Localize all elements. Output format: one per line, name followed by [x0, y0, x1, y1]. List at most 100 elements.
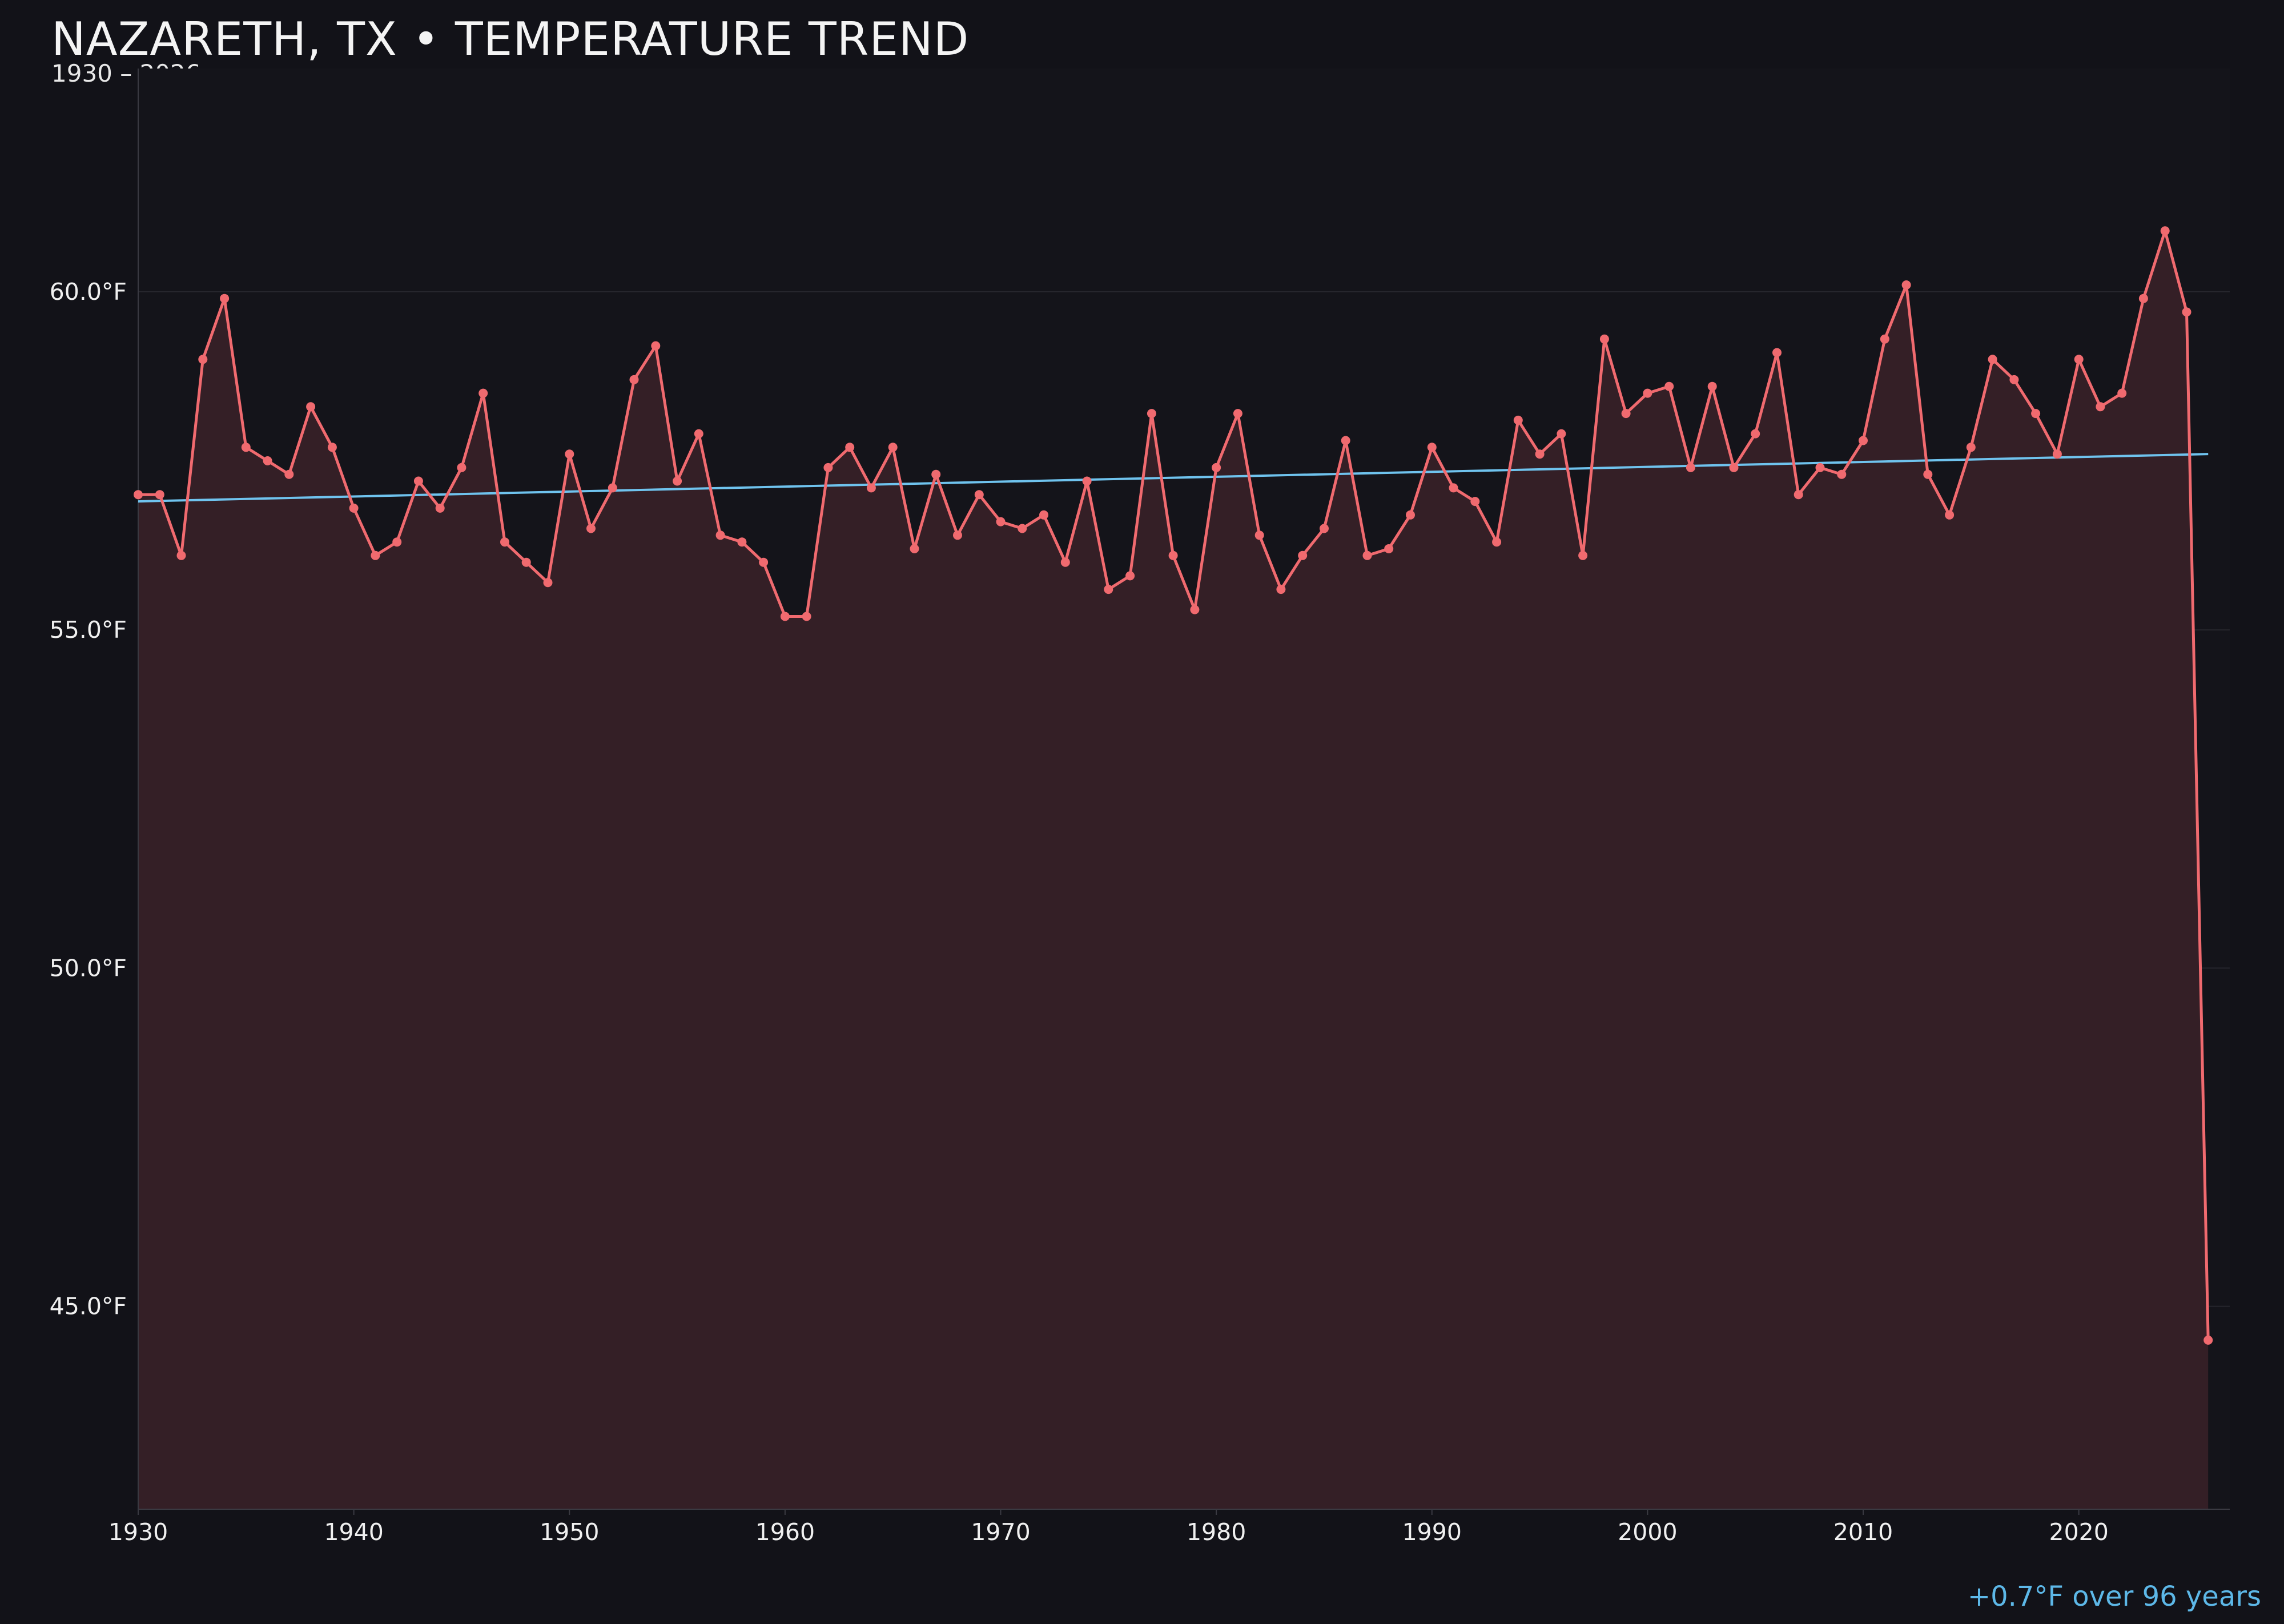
data-point [478, 388, 488, 398]
data-point [694, 429, 703, 439]
data-point [1147, 409, 1156, 419]
data-point [931, 469, 941, 479]
data-point [1427, 443, 1437, 452]
data-point [1945, 510, 1955, 520]
data-point [1254, 530, 1264, 540]
data-point [263, 456, 272, 465]
data-point [996, 517, 1006, 526]
data-point [1298, 550, 1308, 560]
data-point [2031, 409, 2041, 419]
data-point [457, 463, 467, 472]
data-point [974, 490, 984, 500]
data-point [1664, 381, 1674, 391]
data-point [1362, 550, 1372, 560]
data-point [823, 463, 833, 472]
data-point [737, 537, 747, 547]
data-point [586, 524, 596, 533]
data-point [1168, 550, 1178, 560]
data-point [1190, 605, 1200, 614]
temperature-area [138, 231, 2209, 1509]
data-point [1794, 490, 1803, 500]
data-point [306, 402, 316, 412]
data-point [435, 503, 445, 513]
x-tick-label: 1980 [1187, 1518, 1246, 1546]
data-point [1039, 510, 1048, 520]
data-point [134, 490, 143, 500]
data-point [2182, 307, 2191, 317]
data-point [155, 490, 164, 500]
y-tick-label: 45.0°F [50, 1293, 127, 1320]
data-point [1599, 334, 1609, 344]
chart-title: NAZARETH, TX • TEMPERATURE TREND [51, 13, 970, 66]
data-point [565, 449, 574, 459]
data-point [1104, 585, 1113, 594]
data-point [1988, 355, 1997, 364]
data-point [2203, 1335, 2213, 1345]
trend-summary: +0.7°F over 96 years [1967, 1581, 2261, 1613]
data-point [500, 537, 509, 547]
data-point [780, 612, 790, 621]
data-point [1082, 476, 1092, 486]
data-point [1470, 497, 1480, 507]
data-point [1276, 585, 1286, 594]
data-point [845, 443, 855, 452]
y-axis-ticks: 45.0°F 50.0°F 55.0°F 60.0°F [50, 278, 127, 1320]
data-point [2117, 388, 2127, 398]
data-point [1880, 334, 1889, 344]
data-point [1535, 449, 1545, 459]
data-point [1966, 443, 1976, 452]
data-point [327, 443, 337, 452]
x-axis-ticks: 1930 1940 1950 1960 1970 1980 1990 2000 2010 2020 [108, 1509, 2109, 1546]
data-point [2096, 402, 2105, 412]
x-tick-label: 2020 [2049, 1518, 2108, 1546]
data-point [1729, 463, 1739, 472]
data-point [1772, 348, 1782, 357]
x-tick-label: 1930 [108, 1518, 168, 1546]
data-point [392, 537, 402, 547]
data-point [176, 550, 186, 560]
data-point [2138, 294, 2148, 303]
data-point [198, 355, 208, 364]
data-point [1923, 469, 1933, 479]
data-point [1751, 429, 1760, 439]
data-point [2074, 355, 2084, 364]
data-point [371, 550, 380, 560]
temperature-points [134, 226, 2213, 1345]
x-tick-label: 2000 [1618, 1518, 1677, 1546]
data-point [1621, 409, 1631, 419]
data-point [1901, 280, 1911, 290]
data-point [1384, 544, 1394, 553]
trend-line [138, 453, 2209, 503]
data-point [1449, 483, 1458, 493]
data-point [802, 612, 811, 621]
data-point [543, 578, 553, 588]
data-point [1837, 469, 1847, 479]
data-point [284, 469, 294, 479]
x-tick-label: 1940 [324, 1518, 383, 1546]
data-point [1212, 463, 1221, 472]
data-point [1341, 436, 1350, 445]
data-point [521, 557, 531, 567]
x-tick-label: 1950 [540, 1518, 599, 1546]
data-point [1018, 524, 1027, 533]
data-point [1492, 537, 1502, 547]
x-tick-label: 1990 [1402, 1518, 1462, 1546]
data-point [1125, 571, 1135, 581]
axes [138, 69, 2230, 1510]
data-point [715, 530, 725, 540]
data-point [1406, 510, 1415, 520]
x-tick-label: 1970 [971, 1518, 1030, 1546]
data-point [241, 443, 251, 452]
data-point [673, 476, 682, 486]
data-point [1815, 463, 1825, 472]
data-point [608, 483, 617, 493]
data-point [910, 544, 919, 553]
data-point [629, 375, 639, 384]
data-point [759, 557, 769, 567]
data-point [866, 483, 876, 493]
data-point [2009, 375, 2019, 384]
data-point [1557, 429, 1566, 439]
data-point [1233, 409, 1242, 419]
data-point [1686, 463, 1695, 472]
